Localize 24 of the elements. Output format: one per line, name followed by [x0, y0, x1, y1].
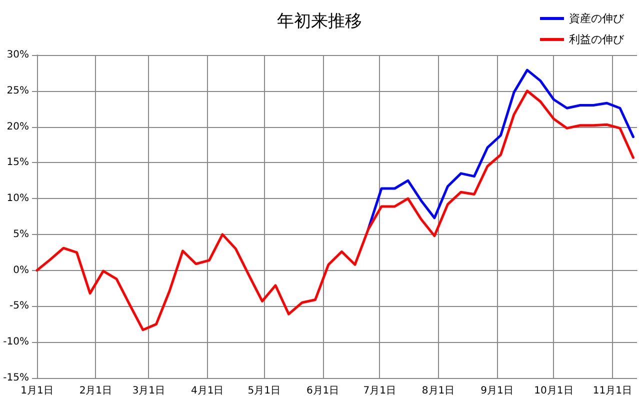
x-tick-label: 4月1日 [190, 386, 224, 396]
y-tick-label: 20% [6, 121, 29, 132]
y-tick-label: -5% [10, 300, 29, 312]
y-tick-label: 30% [6, 50, 29, 60]
y-tick-label: -15% [3, 372, 29, 384]
x-tick-label: 9月1日 [480, 386, 514, 396]
chart-title: 年初来推移 [277, 12, 362, 32]
x-tick-label: 2月1日 [79, 386, 112, 396]
y-tick-label: 10% [6, 193, 29, 204]
y-tick-label: -10% [3, 336, 29, 348]
y-tick-label: 0% [13, 264, 29, 276]
x-tick-label: 3月1日 [132, 386, 166, 396]
x-tick-label: 10月1日 [534, 386, 574, 396]
x-tick-label: 8月1日 [422, 386, 455, 396]
y-tick-label: 5% [13, 228, 29, 240]
x-tick-label: 11月1日 [592, 386, 632, 396]
y-tick-label: 15% [6, 157, 29, 168]
legend-label: 利益の伸び [569, 33, 625, 46]
x-tick-label: 6月1日 [306, 386, 340, 396]
x-tick-label: 5月1日 [248, 386, 280, 396]
x-tick-label: 7月1日 [363, 386, 396, 396]
x-tick-label: 1月1日 [20, 386, 54, 396]
y-tick-label: 25% [6, 85, 29, 96]
legend-label: 資産の伸び [569, 12, 625, 25]
